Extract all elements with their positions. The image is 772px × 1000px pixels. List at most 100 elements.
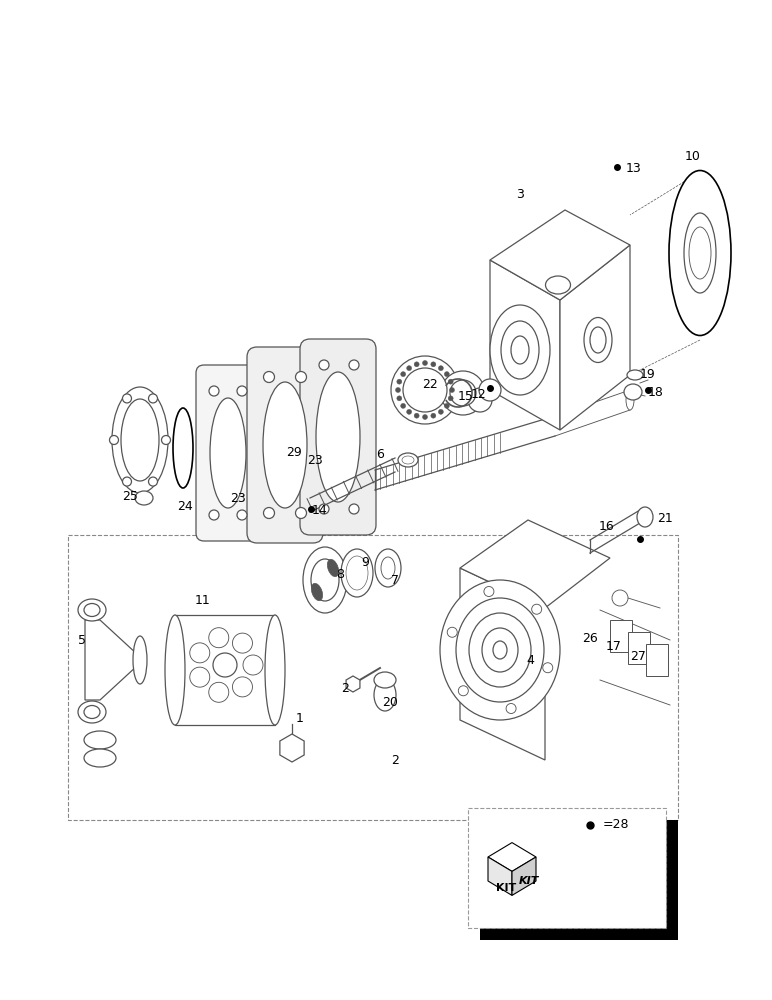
Polygon shape: [460, 568, 545, 760]
Circle shape: [468, 388, 492, 412]
Polygon shape: [280, 734, 304, 762]
Text: 2: 2: [341, 682, 349, 694]
Text: 15: 15: [458, 390, 474, 403]
Text: 20: 20: [382, 696, 398, 710]
Ellipse shape: [624, 384, 642, 400]
Circle shape: [397, 379, 401, 384]
Ellipse shape: [165, 615, 185, 725]
Ellipse shape: [173, 408, 193, 488]
Circle shape: [123, 394, 131, 403]
Circle shape: [263, 371, 275, 382]
Ellipse shape: [374, 679, 396, 711]
Ellipse shape: [626, 390, 634, 410]
Circle shape: [422, 414, 428, 420]
Ellipse shape: [381, 557, 395, 579]
Circle shape: [349, 504, 359, 514]
Ellipse shape: [265, 615, 285, 725]
Text: KIT: KIT: [519, 876, 539, 886]
Polygon shape: [346, 676, 360, 692]
Circle shape: [190, 667, 210, 687]
Ellipse shape: [469, 613, 531, 687]
Ellipse shape: [78, 701, 106, 723]
Text: KIT: KIT: [496, 883, 516, 893]
Ellipse shape: [84, 603, 100, 616]
Circle shape: [543, 663, 553, 673]
Text: 17: 17: [606, 641, 622, 654]
FancyBboxPatch shape: [300, 339, 376, 535]
Circle shape: [403, 368, 447, 412]
Circle shape: [148, 477, 157, 486]
Polygon shape: [488, 843, 536, 871]
Text: 4: 4: [526, 654, 534, 666]
Polygon shape: [490, 260, 560, 430]
Circle shape: [161, 436, 171, 444]
Circle shape: [319, 504, 329, 514]
Ellipse shape: [84, 706, 100, 718]
Ellipse shape: [263, 382, 307, 508]
Ellipse shape: [135, 491, 153, 505]
Circle shape: [450, 380, 476, 406]
Circle shape: [208, 682, 229, 702]
Ellipse shape: [440, 580, 560, 720]
Circle shape: [445, 403, 449, 408]
Circle shape: [414, 362, 419, 367]
Bar: [646, 644, 668, 676]
Ellipse shape: [374, 672, 396, 688]
FancyBboxPatch shape: [247, 347, 323, 543]
Text: 7: 7: [391, 574, 399, 586]
Text: 11: 11: [195, 593, 211, 606]
Circle shape: [532, 604, 542, 614]
Circle shape: [401, 372, 405, 377]
Ellipse shape: [84, 749, 116, 767]
Circle shape: [441, 371, 485, 415]
Ellipse shape: [78, 599, 106, 621]
Ellipse shape: [398, 453, 418, 467]
Circle shape: [459, 686, 469, 696]
Circle shape: [438, 366, 443, 371]
Ellipse shape: [689, 227, 711, 279]
Text: 5: 5: [78, 634, 86, 647]
Ellipse shape: [375, 549, 401, 587]
Circle shape: [484, 586, 494, 596]
Circle shape: [407, 366, 411, 371]
Ellipse shape: [84, 731, 116, 749]
Text: 19: 19: [640, 367, 656, 380]
Polygon shape: [460, 520, 610, 608]
Text: 8: 8: [336, 568, 344, 582]
Ellipse shape: [482, 628, 518, 672]
Circle shape: [243, 655, 263, 675]
Ellipse shape: [546, 276, 571, 294]
Circle shape: [213, 653, 237, 677]
Ellipse shape: [327, 559, 339, 577]
Circle shape: [296, 371, 306, 382]
Circle shape: [296, 508, 306, 518]
Circle shape: [397, 396, 401, 401]
Ellipse shape: [341, 549, 373, 597]
Ellipse shape: [210, 398, 246, 508]
Text: 18: 18: [648, 385, 664, 398]
Ellipse shape: [511, 336, 529, 364]
Ellipse shape: [493, 641, 507, 659]
Text: 12: 12: [471, 387, 487, 400]
Ellipse shape: [303, 547, 347, 613]
Circle shape: [349, 360, 359, 370]
Text: 9: 9: [361, 556, 369, 570]
Circle shape: [237, 386, 247, 396]
Circle shape: [438, 409, 443, 414]
Circle shape: [237, 510, 247, 520]
Circle shape: [449, 387, 455, 392]
Circle shape: [431, 362, 436, 367]
Text: 26: 26: [582, 632, 598, 645]
Ellipse shape: [402, 456, 414, 464]
Ellipse shape: [684, 213, 716, 293]
Circle shape: [506, 704, 516, 714]
Polygon shape: [560, 245, 630, 430]
Ellipse shape: [311, 583, 323, 601]
Text: 24: 24: [177, 499, 193, 512]
Text: 23: 23: [230, 491, 245, 504]
Bar: [68, 535, 678, 820]
Bar: [468, 808, 666, 928]
Circle shape: [208, 628, 229, 648]
Circle shape: [449, 396, 453, 401]
Ellipse shape: [501, 321, 539, 379]
